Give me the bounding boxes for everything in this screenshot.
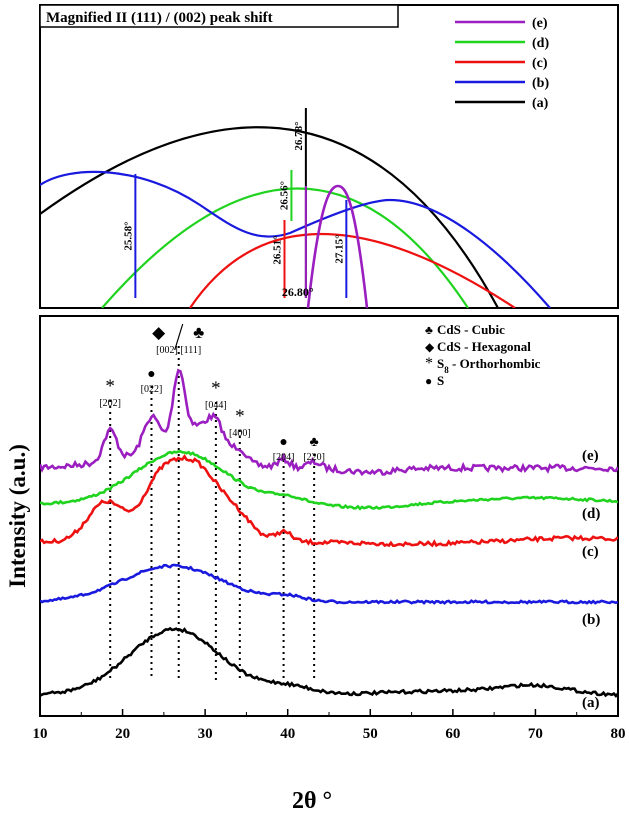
peak-guide-lines <box>109 346 316 680</box>
inset-peak-label-2: 25.58° <box>122 221 134 250</box>
inset-curve-e <box>306 184 369 308</box>
phase-label-1: CdS - Hexagonal <box>437 339 531 354</box>
inset-title-box <box>39 4 399 28</box>
inset-curve-b <box>40 170 551 308</box>
legend-label-1: (d) <box>532 36 549 51</box>
inset-curve-a <box>40 126 499 308</box>
inset-title: Magnified II (111) / (002) peak shift <box>46 10 273 26</box>
series-line-4 <box>40 626 618 698</box>
series-label-3: (b) <box>582 612 600 628</box>
x-tick-label-6: 70 <box>528 726 543 742</box>
legend-label-0: (e) <box>532 16 548 31</box>
phase-label-3: S <box>437 373 444 388</box>
main-panel: *[202]●[022]◆ ♣[002] [111]*[044]*[400]●[2… <box>5 315 626 814</box>
peak-hkl-2: [002] [111] <box>156 345 201 356</box>
phase-symbol-2: * <box>425 355 433 372</box>
series-line-0 <box>40 368 618 477</box>
x-tick-label-3: 40 <box>280 726 295 742</box>
legend-label-3: (b) <box>532 76 549 91</box>
phase-suffix-2: - Orthorhombic <box>449 356 541 371</box>
peak-symbol-6: ♣ <box>310 435 319 450</box>
phase-label-0: CdS - Cubic <box>437 322 505 337</box>
series-label-4: (a) <box>582 695 600 711</box>
phase-symbol-1: ◆ <box>425 340 435 354</box>
phase-label-2: S8 - Orthorhombic <box>437 356 541 375</box>
peak-symbol-4: * <box>235 406 245 427</box>
series-line-1 <box>40 449 618 511</box>
phase-sub-2: 8 <box>444 365 449 375</box>
series-line-2 <box>40 454 618 548</box>
peak-hkl-4: [400] <box>229 428 251 439</box>
inset-curve-d <box>101 187 469 308</box>
peak-hkl-6: [220] <box>303 452 325 463</box>
inset-peak-labels: 26.78° 26.56° 25.58° 27.15° 26.51° 26.80° <box>122 108 348 299</box>
legend-label-4: (a) <box>532 96 549 111</box>
phase-legend: ♣ CdS - Cubic◆ CdS - Hexagonal* S8 - Orthor… <box>425 322 541 388</box>
x-tick-label-1: 20 <box>115 726 130 742</box>
series-line-3 <box>40 563 618 605</box>
inset-curve-c <box>189 233 516 308</box>
legend-label-2: (c) <box>532 56 548 71</box>
x-tick-label-0: 10 <box>33 726 48 742</box>
peak-symbol-b-2: ♣ <box>193 323 204 342</box>
x-axis: 10 20 30 40 50 60 70 80 <box>33 709 626 742</box>
peak-symbol-0: * <box>105 376 115 397</box>
x-tick-label-7: 80 <box>611 726 626 742</box>
inset-peak-label-5: 26.80° <box>282 285 314 299</box>
xrd-series <box>40 368 618 698</box>
inset-peak-label-0: 26.78° <box>293 121 305 150</box>
peak-symbol-5: ● <box>279 435 287 450</box>
inset-peak-label-3: 27.15° <box>333 234 345 263</box>
peak-symbol-3: * <box>211 378 221 399</box>
y-axis-label: Intensity (a.u.) <box>5 444 30 588</box>
x-tick-label-4: 50 <box>363 726 378 742</box>
series-label-1: (d) <box>582 506 600 522</box>
peak-hkl-5: [204] <box>273 452 295 463</box>
peak-hkl-1: [022] <box>141 384 163 395</box>
series-labels: (e) (d) (c) (b) (a) <box>582 448 600 711</box>
inset-legend: (e) (d) (c) (b) (a) <box>455 16 549 111</box>
peak-symbol-2: ◆ <box>152 323 166 342</box>
x-axis-label: 2θ ° <box>292 788 332 814</box>
peak-hkl-3: [044] <box>205 400 227 411</box>
peak-slash-2 <box>174 323 184 351</box>
phase-symbol-3: ● <box>425 374 432 388</box>
peak-markers: *[202]●[022]◆ ♣[002] [111]*[044]*[400]●[2… <box>99 323 325 463</box>
series-label-2: (c) <box>582 544 599 560</box>
peak-symbol-1: ● <box>147 367 155 382</box>
x-tick-label-2: 30 <box>198 726 213 742</box>
peak-hkl-0: [202] <box>99 398 121 409</box>
inset-peak-label-1: 26.56° <box>278 181 290 210</box>
phase-symbol-0: ♣ <box>425 323 433 337</box>
series-label-0: (e) <box>582 448 599 464</box>
inset-panel: 26.78° 26.56° 25.58° 27.15° 26.51° 26.80° Mag… <box>39 4 619 309</box>
x-tick-label-5: 60 <box>445 726 460 742</box>
inset-peak-label-4: 26.51° <box>271 235 283 264</box>
